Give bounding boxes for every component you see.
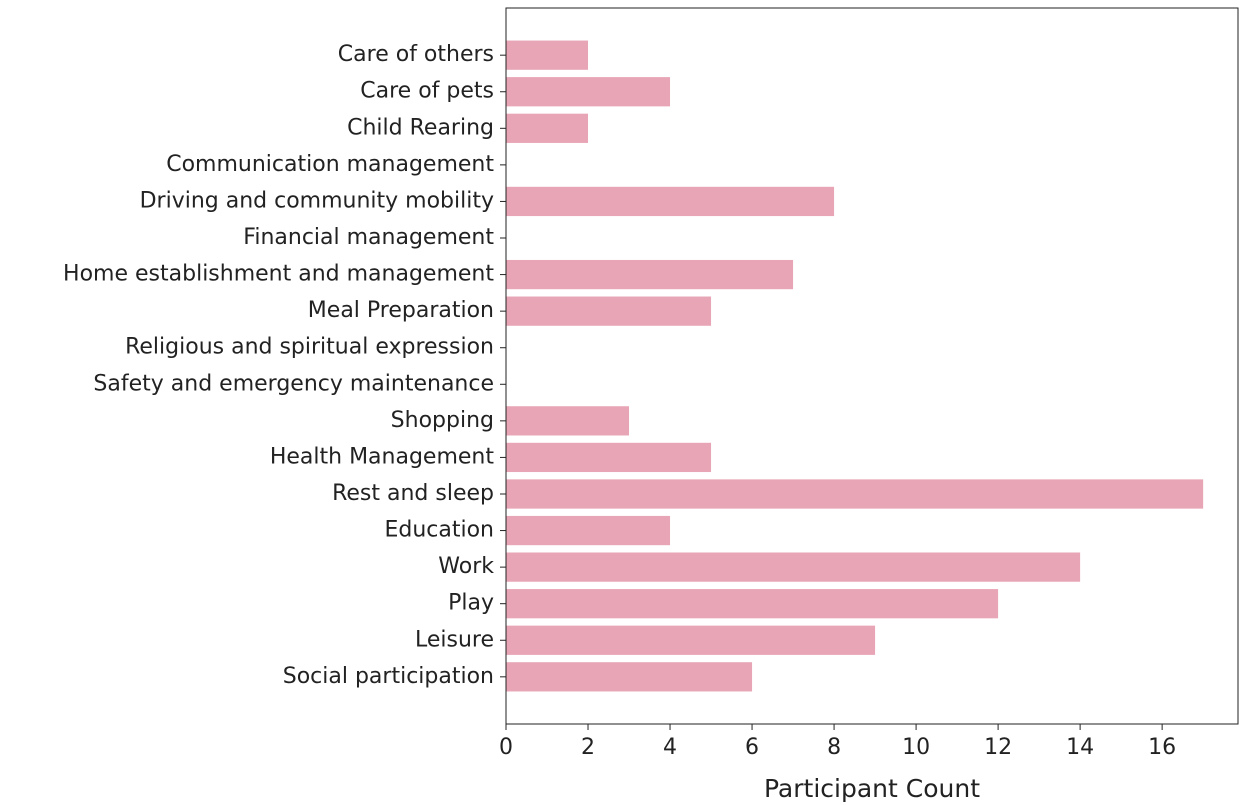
y-tick-label: Health Management [270, 444, 495, 469]
bar [506, 296, 712, 326]
bar [506, 662, 753, 692]
y-tick-label: Driving and community mobility [140, 188, 494, 213]
x-tick-label: 10 [902, 735, 930, 760]
plot-frame [505, 7, 1239, 725]
y-tick-label: Leisure [415, 627, 494, 652]
x-tick-label: 4 [663, 735, 677, 760]
x-axis-label: Participant Count [764, 774, 980, 803]
y-tick-label: Rest and sleep [332, 481, 494, 506]
bar [506, 625, 876, 655]
bar [506, 552, 1081, 582]
x-tick-label: 2 [581, 735, 595, 760]
bar [506, 113, 589, 143]
x-tick-label: 8 [827, 735, 841, 760]
y-tick-label: Communication management [166, 152, 494, 177]
x-tick-label: 6 [745, 735, 759, 760]
y-tick-label: Work [438, 554, 494, 579]
y-tick-label: Religious and spiritual expression [125, 335, 494, 360]
y-tick-label: Care of others [338, 42, 494, 67]
y-tick-label: Child Rearing [347, 115, 494, 140]
x-tick-label: 14 [1066, 735, 1094, 760]
y-tick-label: Meal Preparation [308, 298, 494, 323]
y-tick-label: Care of pets [360, 79, 494, 104]
bar [506, 186, 835, 217]
y-tick-label: Play [448, 591, 494, 616]
x-tick-label: 16 [1148, 735, 1176, 760]
bar [506, 40, 589, 70]
bar [506, 442, 712, 473]
bar [506, 77, 671, 107]
x-tick-label: 0 [499, 735, 513, 760]
bar [506, 406, 630, 436]
y-tick-label: Education [384, 518, 494, 543]
y-tick-label: Home establishment and management [63, 262, 494, 287]
y-tick-label: Safety and emergency maintenance [93, 371, 494, 396]
bar [506, 515, 671, 546]
bar [506, 479, 1204, 509]
x-tick-label: 12 [984, 735, 1012, 760]
y-tick-label: Shopping [391, 408, 494, 433]
y-tick-label: Financial management [243, 225, 494, 250]
bar [506, 259, 794, 290]
bar [506, 589, 999, 619]
y-tick-label: Social participation [283, 664, 494, 689]
